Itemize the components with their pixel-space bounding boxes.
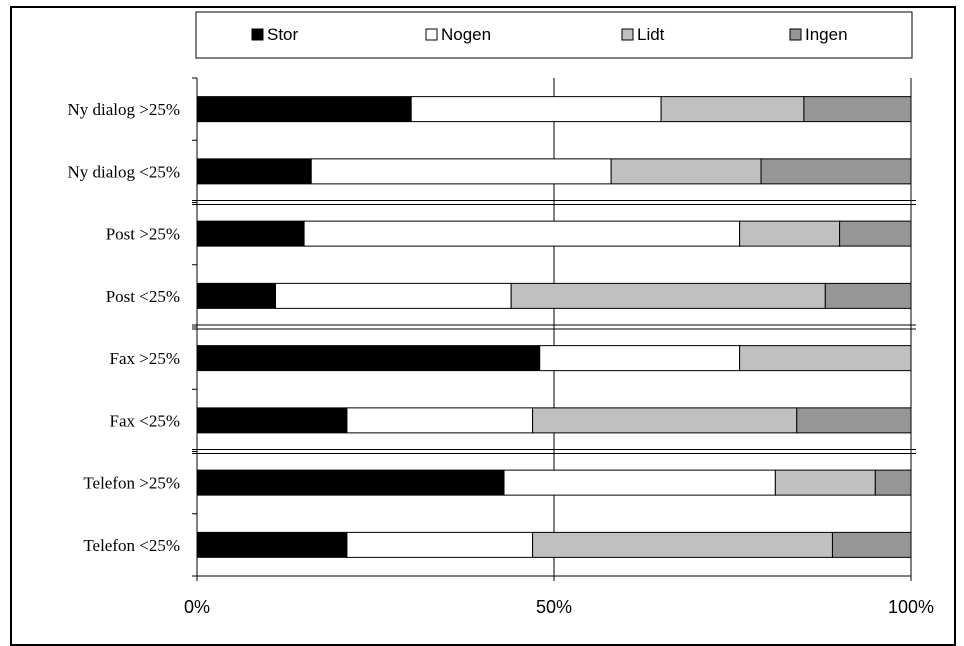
bar-post-25-stor bbox=[196, 220, 305, 247]
bar-ny-dialog-25-lidt bbox=[610, 158, 762, 185]
legend-swatch-ingen bbox=[789, 28, 802, 41]
bar-telefon-25-nogen bbox=[346, 531, 534, 558]
bar-fax-25-lidt bbox=[739, 345, 912, 372]
legend-label-nogen: Nogen bbox=[441, 25, 491, 44]
bar-telefon-25-nogen bbox=[503, 469, 776, 496]
bar-telefon-25-lidt bbox=[774, 469, 876, 496]
category-label: Telefon <25% bbox=[83, 536, 180, 555]
gridlines bbox=[553, 78, 912, 576]
legend-label-stor: Stor bbox=[267, 25, 299, 44]
bars bbox=[196, 96, 912, 558]
category-label: Telefon >25% bbox=[83, 474, 180, 493]
bar-ny-dialog-25-ingen bbox=[803, 96, 912, 123]
bar-post-25-nogen bbox=[275, 282, 512, 309]
category-labels: Ny dialog >25% Ny dialog <25% Post >25% Pos… bbox=[67, 100, 180, 555]
bar-post-25-lidt bbox=[739, 220, 841, 247]
stacked-bar-chart: Stor Nogen Lidt Ingen Ny dialog >25%Ny dial… bbox=[67, 11, 934, 617]
legend-swatch-stor bbox=[251, 28, 264, 41]
group-separators bbox=[192, 200, 916, 454]
legend-swatch-lidt bbox=[621, 28, 634, 41]
bar-telefon-25-ingen bbox=[831, 531, 912, 558]
category-label: Ny dialog >25% bbox=[67, 100, 180, 119]
bar-ny-dialog-25-lidt bbox=[660, 96, 805, 123]
bar-fax-25-lidt bbox=[532, 407, 798, 434]
bar-fax-25-nogen bbox=[346, 407, 534, 434]
bar-post-25-lidt bbox=[510, 282, 826, 309]
axes bbox=[192, 77, 912, 581]
bar-telefon-25-stor bbox=[196, 469, 505, 496]
bar-post-25-nogen bbox=[303, 220, 741, 247]
legend-label-ingen: Ingen bbox=[805, 25, 848, 44]
category-label: Fax <25% bbox=[110, 411, 181, 430]
bar-telefon-25-ingen bbox=[874, 469, 912, 496]
bar-fax-25-ingen bbox=[796, 407, 912, 434]
bar-fax-25-stor bbox=[196, 407, 348, 434]
bar-post-25-ingen bbox=[839, 220, 912, 247]
bar-ny-dialog-25-ingen bbox=[760, 158, 912, 185]
bar-telefon-25-lidt bbox=[532, 531, 833, 558]
legend-label-lidt: Lidt bbox=[637, 25, 665, 44]
bar-telefon-25-stor bbox=[196, 531, 348, 558]
legend: Stor Nogen Lidt Ingen bbox=[251, 25, 848, 44]
legend-swatch-nogen bbox=[425, 28, 438, 41]
bar-fax-25-stor bbox=[196, 345, 541, 372]
bar-fax-25-nogen bbox=[539, 345, 741, 372]
x-tick-label: 0% bbox=[184, 597, 210, 617]
bar-ny-dialog-25-stor bbox=[196, 158, 312, 185]
x-tick-label: 100% bbox=[888, 597, 934, 617]
category-label: Post <25% bbox=[106, 287, 180, 306]
bar-ny-dialog-25-nogen bbox=[310, 158, 612, 185]
category-label: Post >25% bbox=[106, 225, 180, 244]
bar-post-25-stor bbox=[196, 282, 277, 309]
bar-post-25-ingen bbox=[824, 282, 912, 309]
x-tick-labels: 0% 50% 100% bbox=[184, 597, 934, 617]
category-label: Ny dialog <25% bbox=[67, 162, 180, 181]
x-tick-label: 50% bbox=[536, 597, 572, 617]
bar-ny-dialog-25-stor bbox=[196, 96, 412, 123]
bar-ny-dialog-25-nogen bbox=[410, 96, 662, 123]
category-label: Fax >25% bbox=[110, 349, 181, 368]
